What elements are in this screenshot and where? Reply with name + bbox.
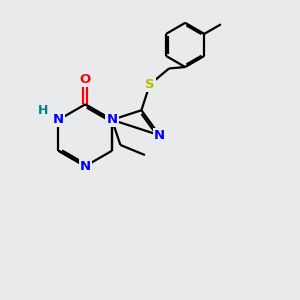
Text: O: O — [80, 73, 91, 86]
Text: N: N — [53, 113, 64, 126]
Text: S: S — [145, 78, 154, 91]
Text: N: N — [154, 129, 165, 142]
Text: H: H — [38, 104, 48, 118]
Text: N: N — [80, 160, 91, 173]
Text: N: N — [106, 113, 118, 126]
